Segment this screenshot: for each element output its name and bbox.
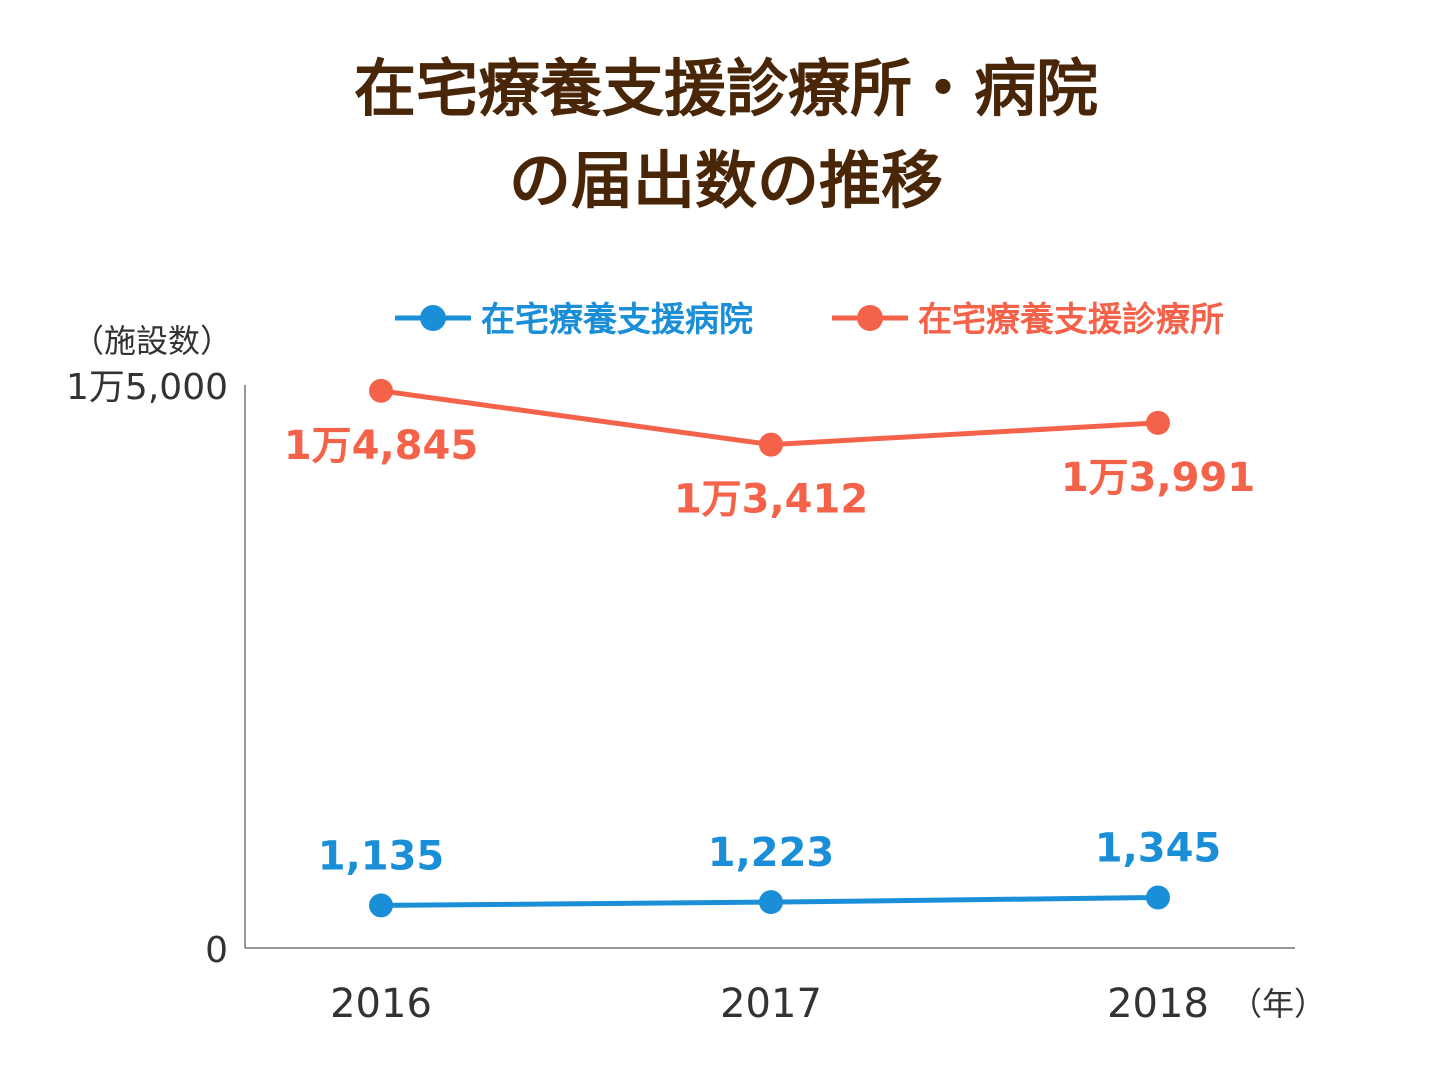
y-tick-label-1: 1万5,000 bbox=[66, 367, 228, 408]
legend-label-1: 在宅療養支援診療所 bbox=[918, 300, 1224, 340]
data-label-1-1: 1万3,412 bbox=[674, 477, 868, 523]
x-axis-label: （年） bbox=[1230, 985, 1326, 1023]
data-label-0-1: 1,223 bbox=[708, 830, 835, 876]
x-tick-label-2016: 2016 bbox=[330, 981, 432, 1027]
legend-label-0: 在宅療養支援病院 bbox=[481, 300, 753, 340]
data-label-0-0: 1,135 bbox=[318, 833, 445, 879]
data-point-1-1 bbox=[759, 432, 783, 457]
chart-title-line-1: 在宅療養支援診療所・病院 bbox=[353, 52, 1098, 125]
data-point-0-0 bbox=[369, 893, 393, 918]
y-axis-label: （施設数） bbox=[72, 322, 232, 360]
x-tick-label-2018: 2018 bbox=[1107, 981, 1209, 1027]
y-tick-label-0: 0 bbox=[205, 930, 228, 971]
data-point-0-1 bbox=[759, 890, 783, 915]
data-point-1-2 bbox=[1146, 410, 1170, 435]
legend-marker-1 bbox=[857, 305, 883, 331]
legend-marker-0 bbox=[420, 305, 446, 331]
data-label-1-2: 1万3,991 bbox=[1061, 455, 1255, 501]
data-point-1-0 bbox=[369, 378, 393, 403]
x-tick-label-2017: 2017 bbox=[720, 981, 822, 1027]
data-point-0-2 bbox=[1146, 885, 1170, 910]
chart-title-line-2: の届出数の推移 bbox=[508, 144, 943, 217]
data-label-1-0: 1万4,845 bbox=[284, 423, 478, 469]
data-label-0-2: 1,345 bbox=[1095, 826, 1222, 872]
